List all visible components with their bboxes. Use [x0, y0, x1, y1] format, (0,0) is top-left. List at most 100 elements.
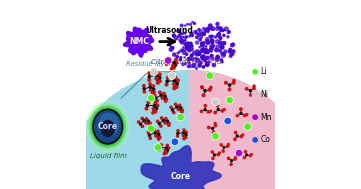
Circle shape: [158, 133, 160, 135]
Circle shape: [154, 105, 156, 108]
Text: Core: Core: [98, 122, 118, 131]
Circle shape: [221, 46, 223, 49]
Circle shape: [157, 135, 159, 137]
Circle shape: [210, 54, 213, 57]
Circle shape: [177, 135, 179, 137]
Circle shape: [210, 35, 213, 37]
Circle shape: [190, 64, 193, 67]
Circle shape: [170, 67, 173, 70]
Circle shape: [202, 32, 205, 36]
Circle shape: [173, 63, 175, 65]
Ellipse shape: [99, 113, 118, 136]
Circle shape: [177, 132, 179, 134]
Circle shape: [175, 58, 177, 60]
Circle shape: [168, 147, 170, 149]
Circle shape: [178, 104, 181, 106]
Circle shape: [150, 68, 158, 76]
Circle shape: [166, 77, 169, 79]
Circle shape: [227, 32, 229, 33]
Circle shape: [141, 117, 143, 120]
Circle shape: [167, 61, 169, 63]
Circle shape: [183, 129, 185, 131]
Circle shape: [209, 24, 212, 27]
Circle shape: [196, 41, 199, 44]
Circle shape: [212, 47, 214, 48]
Circle shape: [191, 45, 193, 47]
Circle shape: [223, 34, 225, 36]
Circle shape: [186, 42, 189, 46]
Circle shape: [202, 94, 205, 97]
Circle shape: [196, 60, 197, 62]
Circle shape: [178, 30, 179, 31]
Circle shape: [190, 48, 193, 51]
Circle shape: [143, 91, 145, 93]
Circle shape: [190, 23, 192, 25]
Circle shape: [184, 40, 186, 41]
Circle shape: [206, 62, 209, 65]
Circle shape: [168, 122, 170, 125]
Circle shape: [211, 27, 214, 30]
Circle shape: [147, 120, 149, 122]
Circle shape: [180, 24, 183, 27]
Circle shape: [242, 134, 244, 136]
Circle shape: [191, 34, 193, 37]
Circle shape: [200, 43, 203, 45]
Circle shape: [235, 156, 236, 158]
Circle shape: [227, 143, 229, 145]
Circle shape: [220, 59, 223, 61]
Circle shape: [147, 122, 149, 124]
Circle shape: [138, 121, 140, 123]
Circle shape: [249, 90, 252, 92]
Circle shape: [190, 56, 191, 57]
Circle shape: [170, 45, 171, 47]
Circle shape: [221, 110, 223, 112]
Circle shape: [172, 64, 174, 66]
Circle shape: [147, 125, 155, 132]
Circle shape: [182, 134, 184, 136]
Circle shape: [159, 91, 161, 94]
Circle shape: [221, 61, 223, 63]
Circle shape: [161, 117, 163, 119]
Circle shape: [217, 153, 219, 156]
Circle shape: [209, 36, 211, 38]
Circle shape: [220, 44, 223, 48]
Circle shape: [245, 88, 248, 90]
Circle shape: [154, 132, 156, 134]
Circle shape: [210, 38, 212, 40]
Circle shape: [193, 66, 194, 67]
Circle shape: [252, 137, 258, 143]
Circle shape: [209, 110, 212, 112]
Circle shape: [177, 113, 184, 121]
Circle shape: [173, 62, 175, 64]
Circle shape: [229, 50, 231, 53]
Circle shape: [171, 138, 179, 146]
Circle shape: [210, 39, 214, 43]
Text: Citric acid: Citric acid: [151, 59, 186, 65]
Text: Li: Li: [260, 67, 267, 76]
Circle shape: [155, 70, 158, 73]
Circle shape: [243, 157, 245, 159]
Circle shape: [184, 25, 186, 26]
Circle shape: [173, 34, 175, 37]
Circle shape: [179, 39, 182, 42]
Circle shape: [156, 104, 159, 107]
Circle shape: [153, 129, 155, 131]
Circle shape: [151, 90, 153, 92]
Wedge shape: [189, 70, 318, 189]
Circle shape: [214, 111, 216, 114]
Circle shape: [203, 27, 205, 30]
Circle shape: [165, 148, 168, 150]
Circle shape: [251, 154, 252, 155]
Circle shape: [203, 55, 205, 57]
Circle shape: [145, 119, 148, 122]
Circle shape: [180, 40, 183, 43]
Circle shape: [219, 37, 222, 39]
Circle shape: [165, 98, 168, 101]
Circle shape: [226, 145, 229, 147]
Circle shape: [174, 80, 176, 82]
Circle shape: [185, 131, 187, 133]
Circle shape: [216, 22, 219, 26]
Circle shape: [199, 47, 200, 48]
Circle shape: [145, 107, 148, 110]
Circle shape: [204, 109, 206, 111]
